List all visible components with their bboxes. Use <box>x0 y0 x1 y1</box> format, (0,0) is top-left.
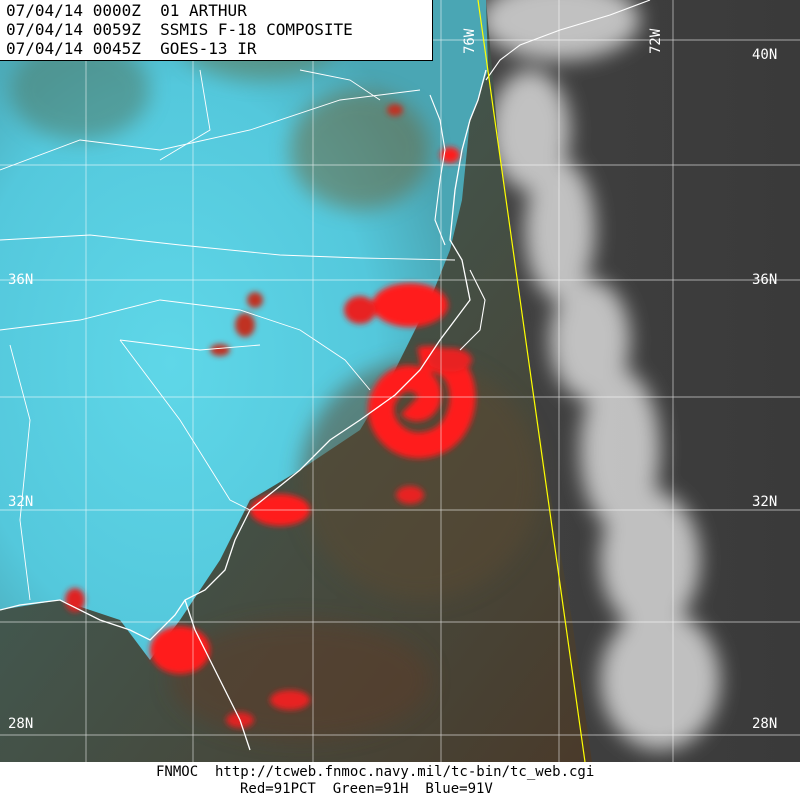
precipitation-areas <box>65 104 476 728</box>
outer-banks <box>459 269 486 351</box>
lon-label-72w: 72W <box>648 28 664 54</box>
northeast-coast <box>485 0 651 81</box>
lat-label-28n-left: 28N <box>8 716 34 732</box>
lat-label-32n-right: 32N <box>752 494 778 510</box>
footer-channel-legend: Red=91PCT Green=91H Blue=91V <box>240 781 493 797</box>
header-line-3: 07/04/14 0045Z GOES-13 IR <box>6 39 257 58</box>
lon-label-76w: 76W <box>462 28 478 54</box>
lat-label-36n-left: 36N <box>8 272 34 288</box>
lat-label-28n-right: 28N <box>752 716 778 732</box>
ir-cloud-band <box>480 0 720 750</box>
lat-label-36n-right: 36N <box>752 272 778 288</box>
image-footer: FNMOC http://tcweb.fnmoc.navy.mil/tc-bin… <box>0 762 800 800</box>
state-boundaries <box>0 69 456 601</box>
swath-edge-line <box>477 0 586 762</box>
footer-source-line: FNMOC http://tcweb.fnmoc.navy.mil/tc-bin… <box>156 764 595 780</box>
satellite-composite-map <box>0 0 800 762</box>
coastline <box>0 69 487 641</box>
header-line-1: 07/04/14 0000Z 01 ARTHUR <box>6 1 247 20</box>
lat-label-32n-left: 32N <box>8 494 34 510</box>
hurricane-eyewall <box>368 346 476 459</box>
image-header: 07/04/14 0000Z 01 ARTHUR 07/04/14 0059Z … <box>0 0 433 61</box>
header-line-2: 07/04/14 0059Z SSMIS F-18 COMPOSITE <box>6 20 353 39</box>
lat-label-40n: 40N <box>752 47 778 63</box>
